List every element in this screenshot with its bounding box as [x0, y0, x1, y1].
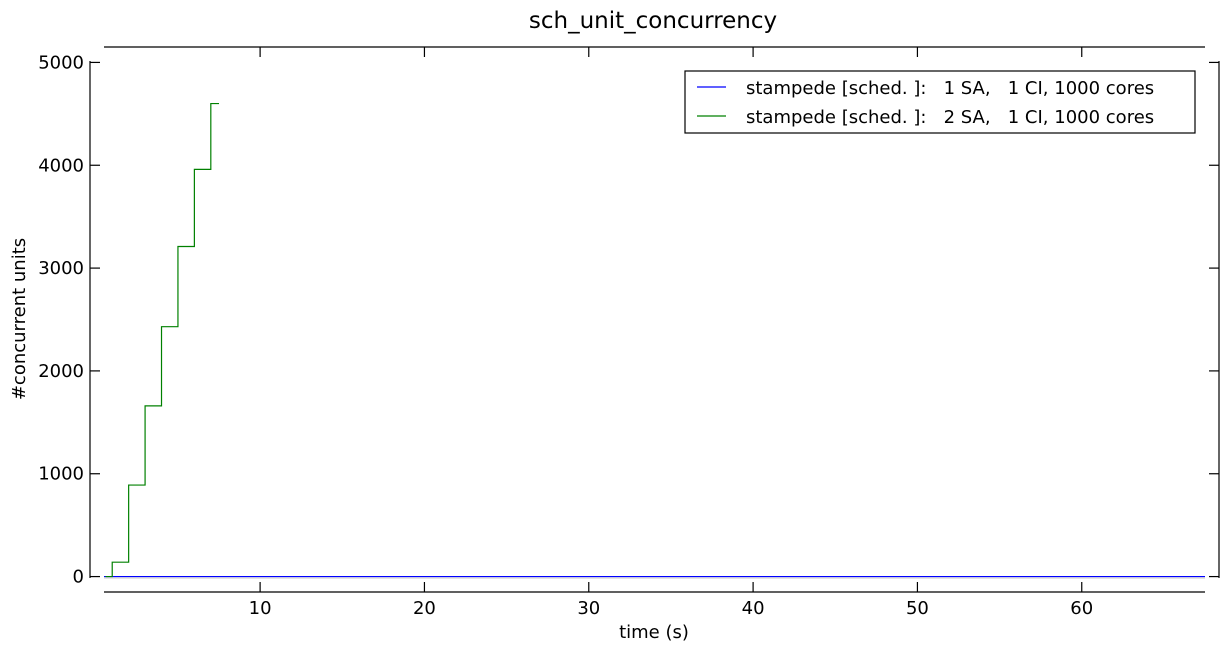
- y-ticks: 0 1000 2000 3000 4000 5000: [38, 52, 1219, 588]
- y-tick-label: 0: [73, 567, 84, 588]
- legend-label-series-2: stampede [sched. ]: 2 SA, 1 CI, 1000 cor…: [746, 107, 1154, 128]
- y-tick-label: 4000: [38, 155, 84, 176]
- x-tick-label: 50: [906, 598, 929, 619]
- series-line-2: [105, 102, 220, 578]
- y-tick-label: 5000: [38, 52, 84, 73]
- y-axis-label: #concurrent units: [9, 238, 30, 400]
- x-tick-label: 60: [1070, 598, 1093, 619]
- chart-title: sch_unit_concurrency: [529, 8, 777, 34]
- y-tick-label: 3000: [38, 258, 84, 279]
- legend: stampede [sched. ]: 1 SA, 1 CI, 1000 cor…: [684, 70, 1196, 134]
- series-layer: [104, 102, 1205, 578]
- x-ticks: 10 20 30 40 50 60: [249, 47, 1093, 619]
- legend-box: [684, 70, 1196, 134]
- legend-label-series-1: stampede [sched. ]: 1 SA, 1 CI, 1000 cor…: [746, 78, 1154, 99]
- x-tick-label: 10: [249, 598, 272, 619]
- y-tick-label: 2000: [38, 361, 84, 382]
- x-tick-label: 30: [577, 598, 600, 619]
- x-axis-label: time (s): [619, 622, 689, 643]
- x-tick-label: 40: [742, 598, 765, 619]
- y-tick-label: 1000: [38, 464, 84, 485]
- x-tick-label: 20: [413, 598, 436, 619]
